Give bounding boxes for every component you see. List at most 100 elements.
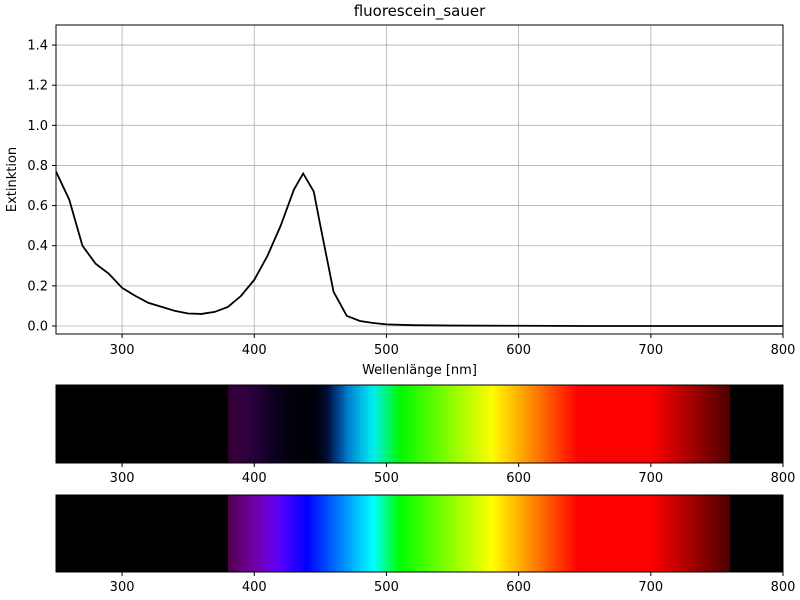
y-axis-label: Extinktion — [5, 147, 20, 212]
spectrum-band — [629, 385, 633, 463]
spectrum-band — [336, 385, 340, 463]
spectrum-band — [687, 495, 691, 572]
spectrum-band — [621, 495, 625, 572]
spectrum-band — [748, 495, 752, 572]
spectrum-band — [246, 495, 250, 572]
spectrum-band — [267, 385, 271, 463]
spectrum-band — [777, 495, 781, 572]
spectrum-band — [132, 495, 136, 572]
spectrum-band — [780, 385, 784, 463]
spectrum-band — [206, 385, 210, 463]
spectrum-band — [132, 385, 136, 463]
spectrum-band — [650, 385, 654, 463]
spectrum-band — [193, 385, 197, 463]
spectrum-band — [399, 495, 403, 572]
spectrum-band — [241, 385, 245, 463]
spectrum-band — [296, 495, 300, 572]
spectrum-band — [669, 495, 673, 572]
spectrum-band — [502, 385, 506, 463]
spectrum-band — [608, 495, 612, 572]
spectrum-band — [685, 385, 689, 463]
spectrum-band — [312, 495, 316, 572]
spectrum-band — [251, 385, 255, 463]
spectrum-band — [172, 385, 176, 463]
spectrum-band — [447, 495, 451, 572]
spectrum-band — [523, 385, 528, 463]
spectrum-band — [167, 495, 171, 572]
spectrum-band — [497, 495, 501, 572]
spectrum-band — [349, 385, 353, 463]
spectrum-band — [436, 495, 440, 572]
spectrum-band — [185, 385, 189, 463]
x-tick-label: 800 — [771, 580, 796, 595]
spectrum-band — [444, 385, 448, 463]
spectrum-band — [545, 495, 549, 572]
data-line — [56, 171, 783, 327]
spectrum-band — [513, 385, 517, 463]
x-axis-label: Wellenlänge [nm] — [362, 363, 477, 378]
spectrum-band — [632, 495, 636, 572]
spectrum-band — [682, 495, 686, 572]
spectrum-band — [597, 385, 602, 463]
spectrum-band — [238, 385, 242, 463]
spectrum-band — [344, 495, 348, 572]
spectrum-band — [693, 385, 697, 463]
spectrum-band — [209, 385, 213, 463]
spectrum-band — [695, 495, 699, 572]
spectrum-band — [145, 385, 150, 463]
spectrum-band — [278, 495, 282, 572]
spectrum-band — [116, 385, 120, 463]
spectrum-band — [613, 385, 617, 463]
spectrum-band — [753, 495, 758, 572]
spectrum-band — [576, 495, 580, 572]
spectrum-band — [775, 495, 779, 572]
spectrum-band — [238, 495, 242, 572]
spectrum-band — [571, 495, 575, 572]
spectrum-band — [642, 385, 647, 463]
spectrum-band — [664, 385, 668, 463]
spectrum-band — [711, 385, 715, 463]
x-tick-label: 400 — [242, 343, 267, 358]
spectrum-band — [341, 385, 345, 463]
spectrum-band — [553, 495, 557, 572]
spectrum-band — [420, 495, 424, 572]
axes-frame — [55, 384, 784, 464]
spectrum-band — [531, 385, 535, 463]
spectrum-band — [510, 495, 514, 572]
spectrum-band — [410, 495, 414, 572]
spectrum-band — [325, 495, 329, 572]
spectrum-band — [341, 495, 345, 572]
spectrum-band — [473, 495, 477, 572]
spectrum-band — [761, 495, 765, 572]
spectrum-band — [677, 495, 681, 572]
spectrum-band — [481, 495, 485, 572]
spectrum-band — [301, 385, 306, 463]
spectrum-band — [502, 495, 506, 572]
spectrum-band — [539, 495, 543, 572]
spectrum-band — [513, 495, 517, 572]
spectrum-band — [508, 385, 512, 463]
spectrum-band — [367, 495, 372, 572]
spectrum-band — [61, 385, 65, 463]
spectrum-band — [241, 495, 245, 572]
spectrum-band — [196, 495, 200, 572]
spectrum-band — [304, 495, 308, 572]
spectrum-band — [299, 385, 303, 463]
spectrum-band — [365, 385, 369, 463]
spectrum-band — [354, 495, 358, 572]
spectrum-band — [468, 385, 472, 463]
spectrum-band — [90, 385, 94, 463]
spectrum-band — [777, 385, 781, 463]
spectrum-band — [373, 495, 377, 572]
spectrum-band — [447, 385, 451, 463]
spectrum-band — [558, 495, 562, 572]
spectrum-band — [508, 495, 512, 572]
spectrum-band — [415, 385, 419, 463]
spectrum-band — [521, 495, 525, 572]
spectrum-band — [394, 385, 398, 463]
spectrum-band — [494, 385, 498, 463]
spectrum-band — [391, 495, 395, 572]
spectrum-band — [759, 385, 763, 463]
spectrum-band — [568, 495, 573, 572]
spectrum-band — [330, 385, 335, 463]
